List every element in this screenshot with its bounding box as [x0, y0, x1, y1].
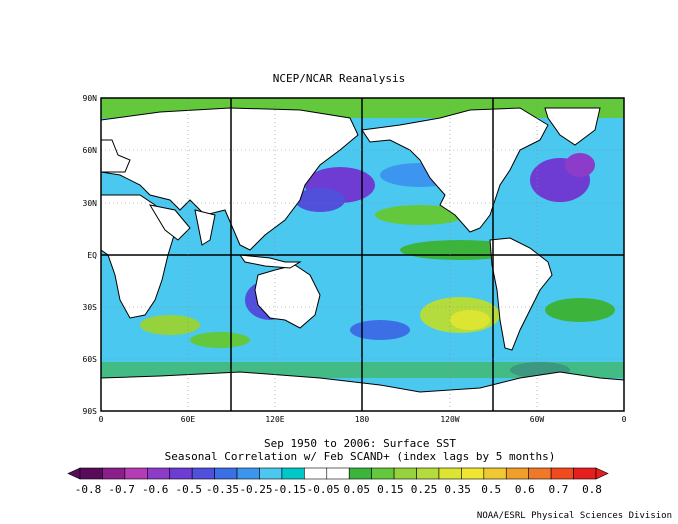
colorbar-swatch: [147, 467, 171, 480]
land-north-america: [361, 107, 549, 233]
subtropical-pacific-positive: [375, 205, 465, 225]
colorbar-swatch: [371, 467, 395, 480]
colorbar-swatch: [348, 467, 372, 480]
map-title: NCEP/NCAR Reanalysis: [272, 72, 406, 85]
colorbar-tick-label: -0.35: [206, 483, 239, 496]
colorbar-tick-label: -0.6: [142, 483, 169, 496]
lat-label-30n: 30N: [83, 199, 98, 208]
colorbar: [67, 467, 609, 480]
colorbar-swatch: [416, 467, 440, 480]
colorbar-swatch: [191, 467, 215, 480]
lat-label-eq: EQ: [87, 251, 97, 260]
colorbar-tick-label: 0.05: [344, 483, 371, 496]
longitude-labels: 0 60E 120E 180 120W 60W 0: [99, 415, 627, 424]
colorbar-swatch: [79, 467, 103, 480]
latitude-labels: 90N 60N 30N EQ 30S 60S 90S: [83, 94, 98, 416]
colorbar-tick-label: 0.15: [377, 483, 404, 496]
colorbar-swatch: [326, 467, 350, 480]
colorbar-labels: -0.8 -0.7 -0.6 -0.5 -0.35 -0.25 -0.15 -0.05 0.05…: [75, 483, 602, 496]
credit-text: NOAA/ESRL Physical Sciences Division: [476, 511, 672, 521]
lon-label-60w: 60W: [530, 415, 545, 424]
caption-period-variable: Sep 1950 to 2006: Surface SST: [263, 437, 457, 450]
minor-gridlines: [101, 98, 624, 411]
colorbar-swatch: [236, 467, 260, 480]
colorbar-tick-label: 0.8: [582, 483, 602, 496]
colorbar-arrow-left: [67, 467, 81, 480]
colorbar-swatch: [214, 467, 238, 480]
caption-correlation-description: Seasonal Correlation w/ Feb SCAND+ (inde…: [164, 450, 556, 463]
colorbar-tick-label: 0.5: [481, 483, 501, 496]
colorbar-swatch: [259, 467, 283, 480]
lon-label-60e: 60E: [181, 415, 196, 424]
colorbar-swatch: [102, 467, 126, 480]
map-frame: [100, 97, 625, 412]
colorbar-swatch: [550, 467, 574, 480]
colorbar-swatch: [483, 467, 507, 480]
colorbar-swatch: [528, 467, 552, 480]
lat-label-30s: 30S: [83, 303, 98, 312]
land-indonesia: [238, 254, 302, 269]
colorbar-arrow-right: [595, 467, 609, 480]
indian-ocean-positive: [140, 315, 200, 335]
colorbar-tick-label: 0.6: [515, 483, 535, 496]
colorbar-swatch: [573, 467, 597, 480]
colorbar-swatch: [461, 467, 485, 480]
lon-label-120w: 120W: [440, 415, 459, 424]
colorbar-swatch: [438, 467, 462, 480]
colorbar-tick-label: -0.8: [75, 483, 102, 496]
colorbar-swatch: [304, 467, 328, 480]
colorbar-tick-label: 0.7: [548, 483, 568, 496]
lat-label-60s: 60S: [83, 355, 98, 364]
colorbar-swatch: [169, 467, 193, 480]
colorbar-tick-label: -0.25: [239, 483, 272, 496]
colorbar-tick-label: -0.05: [307, 483, 340, 496]
colorbar-tick-label: -0.5: [176, 483, 203, 496]
lon-label-180: 180: [355, 415, 370, 424]
lat-label-90n: 90N: [83, 94, 98, 103]
lon-label-0-right: 0: [622, 415, 627, 424]
land-india: [194, 209, 216, 246]
land-arabia: [148, 204, 191, 241]
colorbar-swatch: [505, 467, 529, 480]
colorbar-tick-label: 0.25: [411, 483, 438, 496]
lon-label-0: 0: [99, 415, 104, 424]
land-eurasia: [100, 107, 359, 251]
lat-label-60n: 60N: [83, 146, 98, 155]
south-atlantic-positive: [545, 298, 615, 322]
colorbar-tick-label: 0.35: [444, 483, 471, 496]
colorbar-tick-label: -0.7: [108, 483, 135, 496]
colorbar-tick-label: -0.15: [273, 483, 306, 496]
lon-label-120e: 120E: [265, 415, 284, 424]
colorbar-swatch: [281, 467, 305, 480]
land-greenland: [544, 107, 601, 146]
lat-label-90s: 90S: [83, 407, 98, 416]
colorbar-swatch: [393, 467, 417, 480]
colorbar-swatch: [124, 467, 148, 480]
land-south-america: [489, 237, 553, 351]
